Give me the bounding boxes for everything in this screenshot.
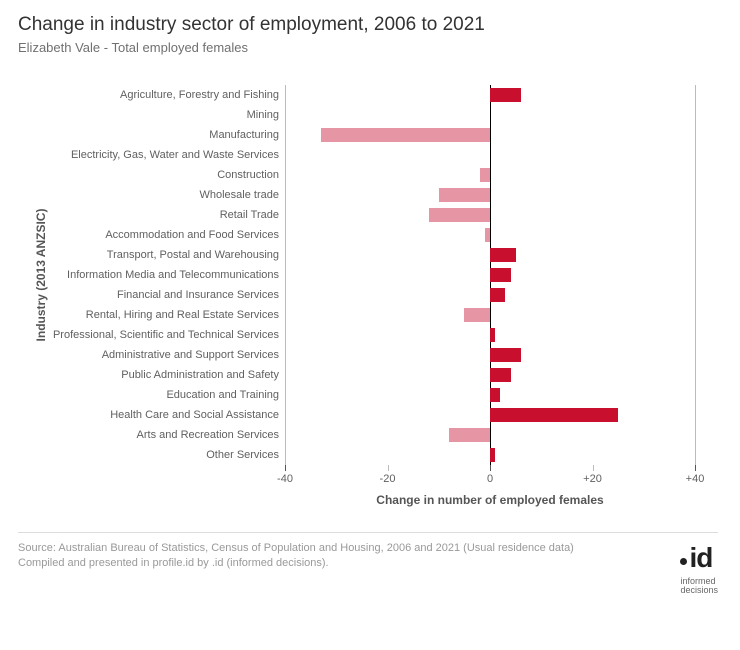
source-block: Source: Australian Bureau of Statistics,… bbox=[18, 532, 718, 571]
x-tick-label: -40 bbox=[277, 473, 293, 485]
category-label: Retail Trade bbox=[220, 209, 285, 221]
plot-border bbox=[695, 85, 696, 465]
category-label: Agriculture, Forestry and Fishing bbox=[120, 89, 285, 101]
chart-subtitle: Elizabeth Vale - Total employed females bbox=[18, 40, 722, 55]
category-label: Manufacturing bbox=[209, 129, 285, 141]
category-label: Information Media and Telecommunications bbox=[67, 269, 285, 281]
y-axis-label: Industry (2013 ANZSIC) bbox=[34, 209, 48, 342]
chart-row: Transport, Postal and Warehousing bbox=[285, 245, 695, 265]
category-label: Public Administration and Safety bbox=[121, 369, 285, 381]
category-label: Wholesale trade bbox=[200, 189, 286, 201]
chart-row: Manufacturing bbox=[285, 125, 695, 145]
source-line-1: Source: Australian Bureau of Statistics,… bbox=[18, 541, 718, 556]
bar bbox=[490, 368, 511, 382]
category-label: Transport, Postal and Warehousing bbox=[107, 249, 285, 261]
chart-row: Professional, Scientific and Technical S… bbox=[285, 325, 695, 345]
bar bbox=[490, 348, 521, 362]
category-label: Mining bbox=[247, 109, 285, 121]
chart-row: Accommodation and Food Services bbox=[285, 225, 695, 245]
chart-row: Health Care and Social Assistance bbox=[285, 405, 695, 425]
chart-row: Administrative and Support Services bbox=[285, 345, 695, 365]
bar bbox=[439, 188, 490, 202]
logo-sub-2: decisions bbox=[680, 586, 718, 595]
plot: Agriculture, Forestry and FishingMiningM… bbox=[20, 73, 720, 528]
x-tick-label: 0 bbox=[487, 473, 493, 485]
bar bbox=[490, 288, 505, 302]
logo-dot-icon bbox=[680, 558, 687, 565]
category-label: Health Care and Social Assistance bbox=[110, 409, 285, 421]
bar bbox=[464, 308, 490, 322]
x-tick-label: +20 bbox=[583, 473, 602, 485]
source-line-2: Compiled and presented in profile.id by … bbox=[18, 556, 718, 571]
category-label: Administrative and Support Services bbox=[102, 349, 285, 361]
bar bbox=[490, 248, 516, 262]
x-tick-label: -20 bbox=[380, 473, 396, 485]
bar bbox=[490, 388, 500, 402]
bar bbox=[490, 408, 618, 422]
x-tick bbox=[388, 465, 389, 471]
category-label: Construction bbox=[217, 169, 285, 181]
bar bbox=[429, 208, 491, 222]
chart-row: Retail Trade bbox=[285, 205, 695, 225]
category-label: Rental, Hiring and Real Estate Services bbox=[86, 309, 285, 321]
x-tick bbox=[593, 465, 594, 471]
logo: id informed decisions bbox=[680, 539, 718, 596]
chart-row: Mining bbox=[285, 105, 695, 125]
bar bbox=[321, 128, 490, 142]
category-label: Professional, Scientific and Technical S… bbox=[53, 329, 285, 341]
chart-row: Arts and Recreation Services bbox=[285, 425, 695, 445]
x-axis-label: Change in number of employed females bbox=[376, 493, 603, 507]
chart-row: Agriculture, Forestry and Fishing bbox=[285, 85, 695, 105]
category-label: Other Services bbox=[206, 449, 285, 461]
logo-text: id bbox=[689, 542, 712, 573]
chart-row: Wholesale trade bbox=[285, 185, 695, 205]
x-tick bbox=[285, 465, 286, 471]
bar bbox=[449, 428, 490, 442]
bar bbox=[490, 268, 511, 282]
bar bbox=[490, 328, 495, 342]
category-label: Electricity, Gas, Water and Waste Servic… bbox=[71, 149, 285, 161]
chart-row: Rental, Hiring and Real Estate Services bbox=[285, 305, 695, 325]
chart-row: Information Media and Telecommunications bbox=[285, 265, 695, 285]
chart-row: Education and Training bbox=[285, 385, 695, 405]
category-label: Education and Training bbox=[166, 389, 285, 401]
x-tick bbox=[490, 465, 491, 471]
bar bbox=[490, 88, 521, 102]
logo-mark: id bbox=[680, 539, 718, 577]
chart-row: Electricity, Gas, Water and Waste Servic… bbox=[285, 145, 695, 165]
chart-title: Change in industry sector of employment,… bbox=[18, 14, 722, 36]
chart-row: Construction bbox=[285, 165, 695, 185]
category-label: Accommodation and Food Services bbox=[105, 229, 285, 241]
category-label: Arts and Recreation Services bbox=[137, 429, 285, 441]
chart-container: Change in industry sector of employment,… bbox=[0, 0, 740, 650]
chart-row: Public Administration and Safety bbox=[285, 365, 695, 385]
bar bbox=[485, 228, 490, 242]
chart-row: Financial and Insurance Services bbox=[285, 285, 695, 305]
bar bbox=[480, 168, 490, 182]
bar bbox=[490, 448, 495, 462]
x-tick bbox=[695, 465, 696, 471]
category-label: Financial and Insurance Services bbox=[117, 289, 285, 301]
plot-area: Agriculture, Forestry and FishingMiningM… bbox=[285, 85, 695, 465]
x-tick-label: +40 bbox=[686, 473, 705, 485]
chart-row: Other Services bbox=[285, 445, 695, 465]
